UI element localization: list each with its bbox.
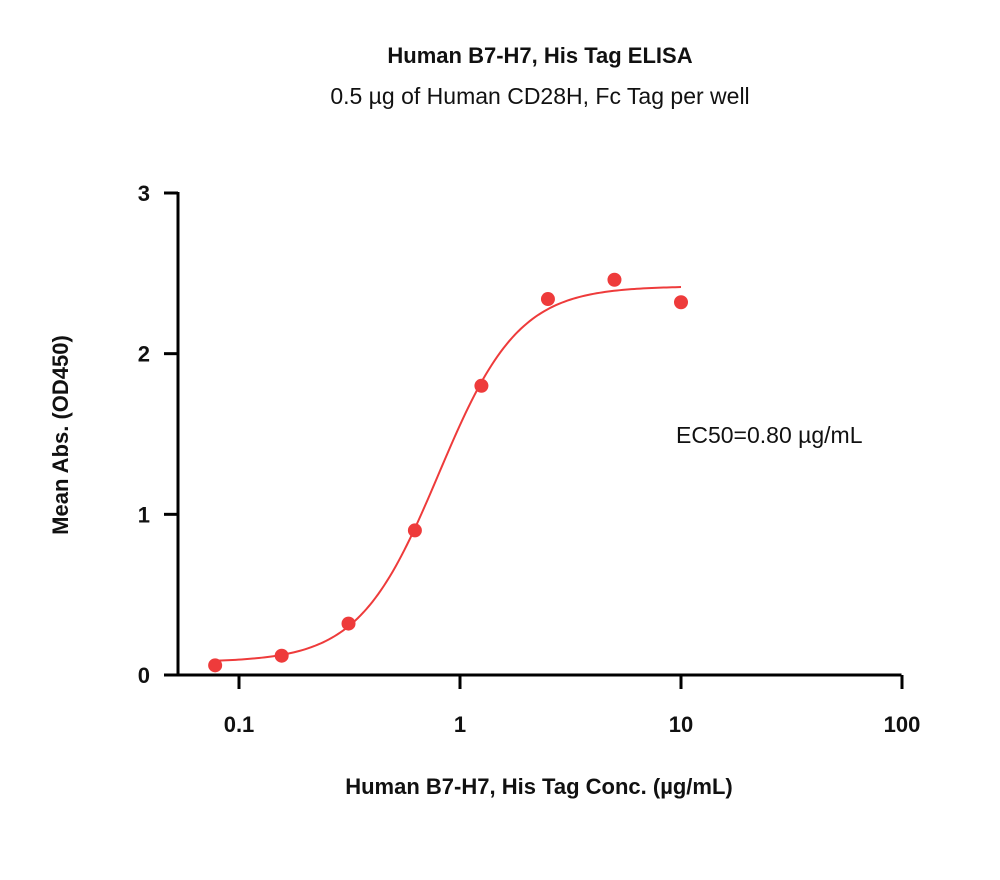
x-axis-title: Human B7-H7, His Tag Conc. (µg/mL) xyxy=(345,774,733,799)
y-tick-label: 3 xyxy=(138,181,150,206)
data-point xyxy=(607,272,622,287)
data-points-layer xyxy=(208,272,688,673)
y-tick-label: 0 xyxy=(138,663,150,688)
x-tick-label: 10 xyxy=(669,712,693,737)
data-point xyxy=(540,292,555,307)
data-point xyxy=(208,658,223,673)
data-point xyxy=(274,648,289,663)
x-tick-label: 1 xyxy=(454,712,466,737)
axes: 0 1 2 3 0.1 1 10 100 xyxy=(138,181,921,737)
data-point xyxy=(407,523,422,538)
y-axis-title: Mean Abs. (OD450) xyxy=(48,335,73,535)
chart-subtitle: 0.5 µg of Human CD28H, Fc Tag per well xyxy=(330,83,749,109)
chart-title: Human B7-H7, His Tag ELISA xyxy=(387,43,692,68)
x-tick-label: 0.1 xyxy=(224,712,255,737)
data-point xyxy=(341,616,356,631)
data-point xyxy=(674,295,688,310)
fit-curve xyxy=(215,286,682,662)
y-tick-label: 1 xyxy=(138,502,150,527)
y-tick-label: 2 xyxy=(138,342,150,367)
x-tick-label: 100 xyxy=(884,712,921,737)
data-point xyxy=(474,378,489,393)
ec50-annotation: EC50=0.80 µg/mL xyxy=(676,422,863,448)
fit-curve-layer xyxy=(215,286,682,662)
